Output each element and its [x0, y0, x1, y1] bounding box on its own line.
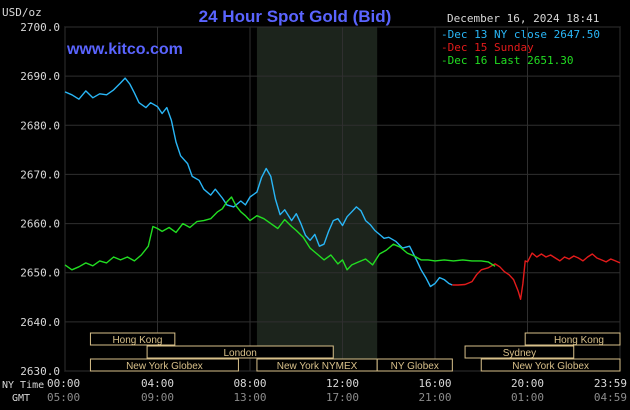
gmt-label: GMT	[12, 393, 30, 404]
unit-label: USD/oz	[2, 6, 42, 19]
y-axis-tick-labels: 2700.0 2690.0 2680.0 2670.0 2660.0 2650.0 2640…	[20, 21, 60, 378]
session-label: NY Globex	[391, 361, 439, 372]
x-tick-label-gmt: 13:00	[233, 391, 266, 404]
session-label: Hong Kong	[554, 335, 604, 346]
y-tick-label: 2700.0	[20, 21, 60, 34]
legend-entry: -Dec 15 Sunday	[441, 41, 534, 54]
y-tick-label: 2650.0	[20, 267, 60, 280]
session-label: New York Globex	[126, 361, 203, 372]
session-box	[89, 358, 239, 372]
x-tick-label-ny: 23:59	[594, 377, 627, 390]
y-tick-label: 2640.0	[20, 316, 60, 329]
x-tick-label-ny: 04:00	[141, 377, 174, 390]
kitco-watermark: www.kitco.com	[66, 41, 183, 58]
market-session-bars: Hong Kong Hong Kong London Sydney New York G…	[89, 332, 621, 372]
x-tick-label-ny: 08:00	[233, 377, 266, 390]
session-label: Hong Kong	[112, 335, 162, 346]
legend-entry: -Dec 16 Last 2651.30	[441, 54, 573, 67]
chart-title: 24 Hour Spot Gold (Bid)	[199, 7, 392, 26]
session-box	[376, 358, 453, 372]
ny-hours-band	[256, 27, 378, 371]
session-box	[89, 332, 176, 346]
session-box	[146, 345, 334, 359]
y-tick-label: 2630.0	[20, 365, 60, 378]
y-tick-label: 2670.0	[20, 168, 60, 181]
price-series-line	[452, 252, 621, 300]
session-box	[464, 345, 575, 359]
x-tick-label-ny: 00:00	[47, 377, 80, 390]
session-label: New York Globex	[512, 361, 589, 372]
price-series-lines	[64, 77, 621, 300]
y-tick-label: 2690.0	[20, 70, 60, 83]
session-box	[524, 332, 621, 346]
x-tick-label-gmt: 17:00	[326, 391, 359, 404]
ny-time-label: NY Time	[2, 380, 44, 391]
x-tick-label-gmt: 01:00	[511, 391, 544, 404]
y-tick-label: 2680.0	[20, 119, 60, 132]
x-tick-label-gmt: 04:59	[594, 391, 627, 404]
session-box	[480, 358, 621, 372]
price-series-line	[64, 77, 453, 288]
ny-trading-hours-shading	[256, 27, 378, 371]
price-series-line	[64, 196, 496, 271]
legend: -Dec 13 NY close 2647.50-Dec 15 Sunday-D…	[441, 28, 600, 67]
session-label: Sydney	[503, 348, 536, 359]
x-tick-label-gmt: 05:00	[47, 391, 80, 404]
x-tick-label-gmt: 09:00	[141, 391, 174, 404]
x-tick-label-ny: 20:00	[511, 377, 544, 390]
grid-lines	[64, 26, 621, 372]
y-tick-label: 2660.0	[20, 218, 60, 231]
legend-entry: -Dec 13 NY close 2647.50	[441, 28, 600, 41]
session-label: New York NYMEX	[277, 361, 358, 372]
session-label: London	[223, 348, 256, 359]
chart-date: December 16, 2024 18:41	[447, 12, 599, 25]
x-tick-label-ny: 16:00	[418, 377, 451, 390]
x-tick-label-ny: 12:00	[326, 377, 359, 390]
x-tick-label-gmt: 21:00	[418, 391, 451, 404]
